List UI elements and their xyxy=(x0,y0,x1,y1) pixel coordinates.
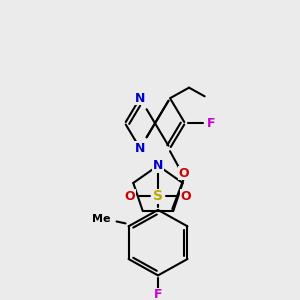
Text: F: F xyxy=(207,117,215,130)
Text: S: S xyxy=(153,189,163,203)
Text: O: O xyxy=(125,190,135,203)
Text: O: O xyxy=(181,190,191,203)
Text: F: F xyxy=(154,288,162,300)
Text: N: N xyxy=(135,92,145,105)
Text: N: N xyxy=(135,142,145,155)
Text: O: O xyxy=(179,167,189,180)
Text: Me: Me xyxy=(92,214,111,224)
Text: N: N xyxy=(153,159,163,172)
